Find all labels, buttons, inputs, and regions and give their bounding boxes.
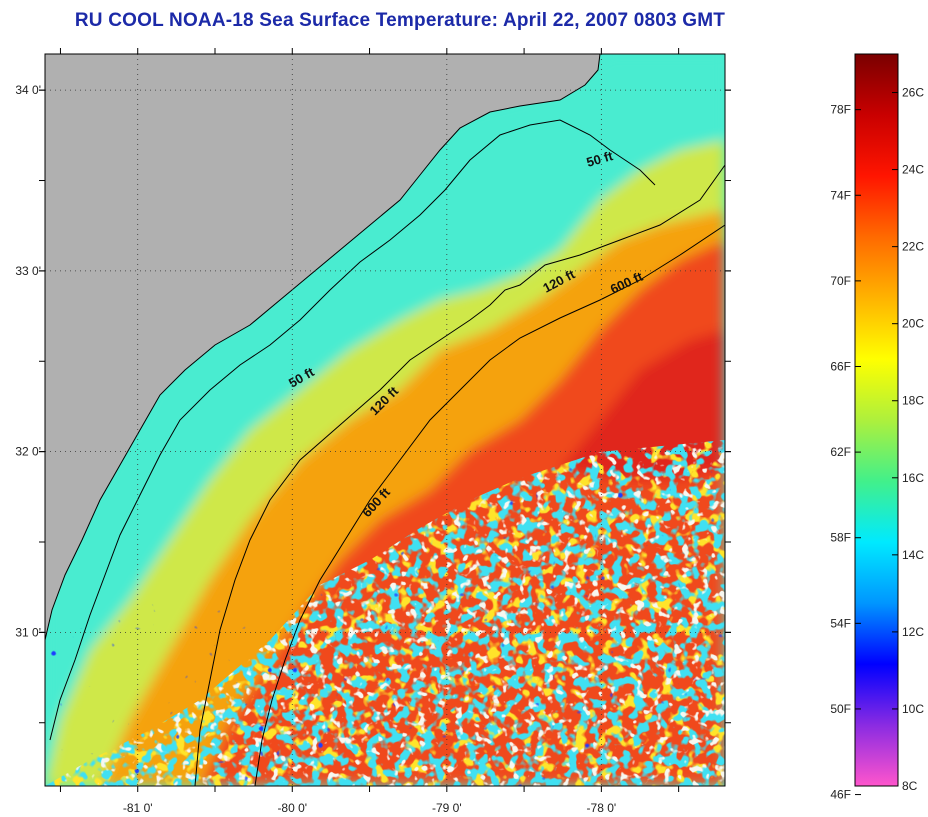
gulf-stream-core [560, 330, 725, 480]
colorbar-labels: 26C 24C 22C 20C 18C 16C 14C 12C 10C 8C 78F 74F 70F 66… [830, 86, 924, 802]
colorbar: 26C 24C 22C 20C 18C 16C 14C 12C 10C 8C 78F 74F 70F 66… [830, 53, 924, 802]
sst-map: 50 ft 120 ft 600 ft 50 ft 120 ft 600 ft [45, 54, 725, 786]
lat-label-2: 32 0' [15, 445, 41, 459]
cb-c-label-1: 24C [902, 163, 924, 177]
lon-label-2: -79 0' [432, 801, 462, 815]
cb-f-label-2: 70F [830, 274, 851, 288]
lon-label-0: -81 0' [123, 801, 153, 815]
map-axis-ticks [39, 48, 731, 792]
map-axis-labels: 34 0' 33 0' 32 0' 31 0' -81 0' -80 0' -79 0' -7… [15, 83, 616, 815]
cb-f-label-6: 54F [830, 616, 851, 630]
cb-c-label-2: 22C [902, 240, 924, 254]
cb-c-label-4: 18C [902, 394, 924, 408]
map-title: RU COOL NOAA-18 Sea Surface Temperature:… [74, 10, 726, 31]
cb-c-label-8: 10C [902, 702, 924, 716]
colorbar-ticks [855, 92, 898, 796]
isobath-120ft-line [194, 164, 725, 786]
coastline [45, 54, 601, 641]
lon-label-3: -78 0' [587, 801, 617, 815]
map-frame [44, 53, 726, 787]
cb-c-label-7: 12C [902, 625, 924, 639]
cb-f-label-4: 62F [830, 445, 851, 459]
cb-f-label-0: 78F [830, 103, 851, 117]
cb-f-label-1: 74F [830, 188, 851, 202]
cb-c-label-9: 8C [902, 779, 918, 793]
graticule [45, 54, 725, 786]
cb-c-label-0: 26C [902, 86, 924, 100]
isobath-600ft-line [254, 224, 725, 786]
lon-label-1: -80 0' [277, 801, 307, 815]
cb-c-label-6: 14C [902, 548, 924, 562]
cb-f-label-5: 58F [830, 531, 851, 545]
colorbar-gradient [854, 53, 899, 787]
lat-label-0: 34 0' [15, 83, 41, 97]
cb-c-label-3: 20C [902, 317, 924, 331]
cb-c-label-5: 16C [902, 471, 924, 485]
cb-f-label-3: 66F [830, 359, 851, 373]
lat-label-3: 31 0' [15, 625, 41, 639]
cb-f-label-7: 50F [830, 702, 851, 716]
nearshore-speckle [45, 600, 300, 786]
isobath-label-50ft-north: 50 ft [585, 148, 615, 170]
land-mask [45, 54, 600, 640]
isobath-50ft-line [49, 119, 656, 741]
cb-f-label-8: 46F [830, 788, 851, 802]
lat-label-1: 33 0' [15, 264, 41, 278]
